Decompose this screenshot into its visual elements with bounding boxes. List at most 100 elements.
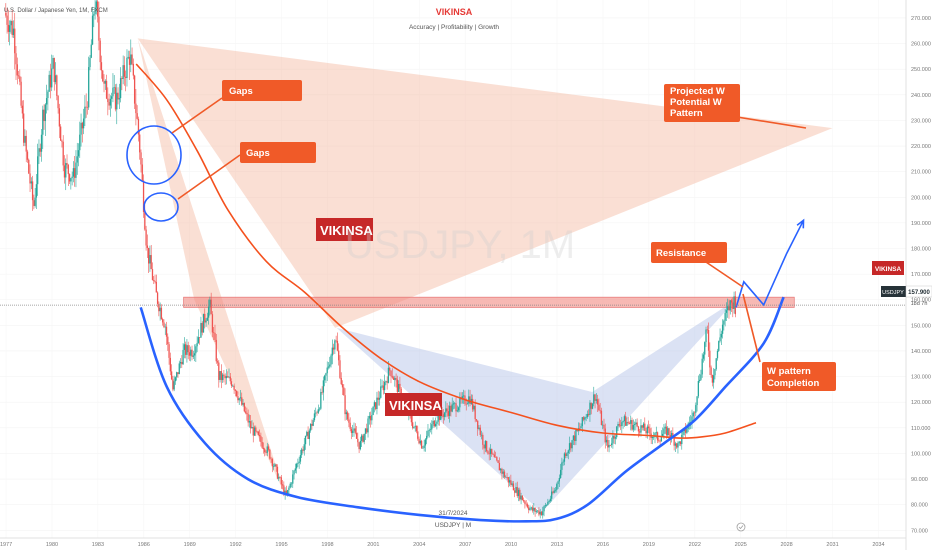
candle-body xyxy=(473,405,475,410)
candle-body xyxy=(659,441,661,442)
candle-body xyxy=(372,406,374,415)
candle-body xyxy=(381,385,383,387)
y-tick-label: 150.000 xyxy=(911,323,931,329)
candle-body xyxy=(251,426,253,429)
candle-body xyxy=(156,292,159,304)
candle-body xyxy=(431,424,433,430)
y-tick-label: 100.000 xyxy=(911,451,931,457)
candle-body xyxy=(56,75,58,96)
candle-body xyxy=(197,337,200,343)
candle-body xyxy=(427,430,429,436)
candle-body xyxy=(599,410,601,411)
candle-body xyxy=(619,425,622,427)
candle-body xyxy=(190,349,192,356)
candle-body xyxy=(61,140,63,142)
candle-body xyxy=(559,469,562,478)
candle-body xyxy=(196,342,198,347)
side-badge: VIKINSA xyxy=(872,261,904,275)
gaps-callout-1[interactable]: Gaps xyxy=(222,80,302,101)
candle-body xyxy=(39,148,41,152)
candle-body xyxy=(25,135,27,152)
candle-body xyxy=(57,95,59,109)
candle-body xyxy=(608,444,610,448)
candle-body xyxy=(679,441,682,445)
x-axis[interactable]: 1977 1980 1983 1986 1989 1992 1995 1998 2001 2004… xyxy=(0,542,885,548)
candle-body xyxy=(248,421,251,423)
candle-body xyxy=(230,381,233,386)
completion-callout[interactable]: W pattern Completion xyxy=(762,362,836,391)
candle-body xyxy=(695,405,697,413)
candle-body xyxy=(545,504,548,506)
candle-body xyxy=(693,412,696,414)
gaps-callout-1-text: Gaps xyxy=(229,86,253,97)
candle-body xyxy=(309,423,312,431)
candle-body xyxy=(627,421,629,423)
candle-body xyxy=(62,141,64,166)
candle-body xyxy=(67,164,69,175)
candle-body xyxy=(141,164,143,181)
candle-body xyxy=(42,109,44,135)
candle-body xyxy=(11,20,13,35)
x-tick-label: 1998 xyxy=(321,542,333,548)
candle-body xyxy=(255,427,257,432)
candle-body xyxy=(728,306,730,311)
candle-body xyxy=(549,498,552,502)
candle-body xyxy=(199,337,201,338)
candle-body xyxy=(344,395,346,415)
candle-body xyxy=(631,420,633,430)
y-tick-label: 170.000 xyxy=(911,272,931,278)
candle-body xyxy=(613,435,615,439)
candle-body xyxy=(466,403,469,405)
y-tick-label: 270.000 xyxy=(911,16,931,22)
candle-body xyxy=(614,437,617,439)
candle-body xyxy=(575,430,577,441)
candle-body xyxy=(618,424,620,426)
resistance-callout[interactable]: Resistance xyxy=(651,242,727,263)
y-axis[interactable]: 270.000 260.000 250.000 240.000 230.000 220.0… xyxy=(911,16,931,534)
candle-body xyxy=(213,332,215,334)
candle-body xyxy=(321,392,323,393)
projected-callout[interactable]: Projected W Potential W Pattern xyxy=(664,84,740,122)
candle-body xyxy=(72,168,75,177)
candle-body xyxy=(23,113,25,143)
price-tag[interactable]: USDJPY 157.900 18d 7h xyxy=(881,285,932,307)
marker-icon[interactable] xyxy=(736,522,746,532)
candle-body xyxy=(585,417,587,418)
candle-body xyxy=(426,435,428,440)
candle-body xyxy=(109,98,112,106)
candle-body xyxy=(581,417,583,427)
candle-body xyxy=(566,453,568,456)
candle-body xyxy=(116,92,118,110)
candle-body xyxy=(720,333,722,338)
candle-body xyxy=(88,67,90,108)
candle-body xyxy=(641,425,643,428)
candle-body xyxy=(70,178,72,182)
candle-body xyxy=(595,399,597,401)
candle-body xyxy=(223,374,225,376)
candle-body xyxy=(475,419,478,421)
candle-body xyxy=(228,376,230,378)
candle-body xyxy=(44,104,46,122)
candle-body xyxy=(100,62,103,71)
brand-box-1: VIKINSA xyxy=(316,218,373,241)
candle-body xyxy=(572,435,575,441)
candle-body xyxy=(94,7,96,15)
candle-body xyxy=(496,457,498,461)
candle-body xyxy=(387,367,390,383)
gaps-callout-2[interactable]: Gaps xyxy=(240,142,316,163)
candle-body xyxy=(525,503,527,505)
candle-body xyxy=(174,377,177,382)
candle-body xyxy=(343,387,345,396)
candle-body xyxy=(30,181,32,184)
candle-body xyxy=(376,397,378,410)
candle-body xyxy=(645,430,647,434)
candle-body xyxy=(503,471,506,478)
x-tick-label: 1977 xyxy=(0,542,12,548)
candle-body xyxy=(140,152,142,165)
candle-body xyxy=(651,436,654,439)
candle-body xyxy=(692,412,694,417)
y-tick-label: 120.000 xyxy=(911,400,931,406)
candle-body xyxy=(429,429,432,431)
candle-body xyxy=(450,405,452,412)
